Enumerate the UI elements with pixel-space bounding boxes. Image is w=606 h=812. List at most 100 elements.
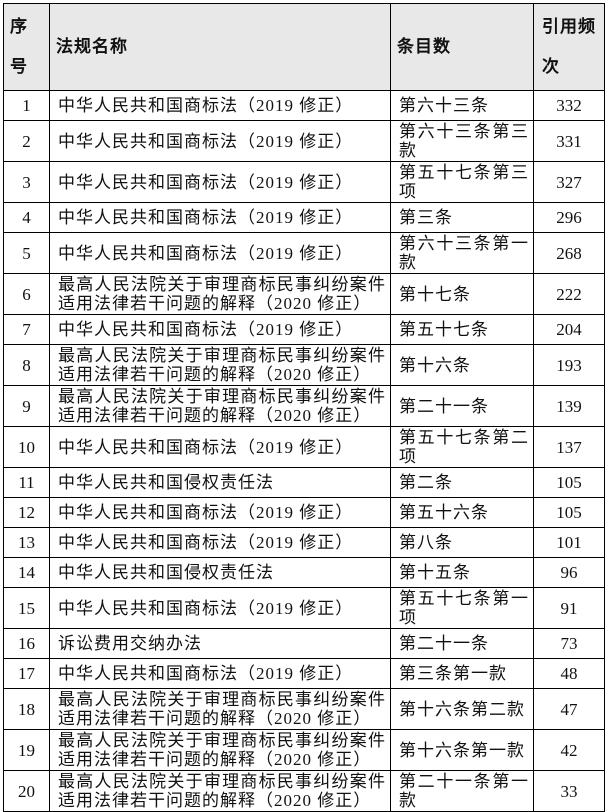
citation-count-cell: 73 — [533, 628, 605, 659]
law-name-cell: 诉讼费用交纳办法 — [49, 628, 391, 659]
table-row: 12 中华人民共和国商标法（2019 修正） 第五十六条 105 — [3, 497, 605, 528]
table-row: 15 中华人民共和国商标法（2019 修正） 第五十七条第一项 91 — [3, 587, 605, 629]
table-row: 9 最高人民法院关于审理商标民事纠纷案件适用法律若干问题的解释（2020 修正）第… — [3, 385, 605, 427]
serial-number-cell: 8 — [3, 344, 50, 386]
table-row: 14 中华人民共和国侵权责任法 第十五条 96 — [3, 557, 605, 588]
table-row: 5 中华人民共和国商标法（2019 修正） 第六十三条第一款 268 — [3, 232, 605, 274]
citation-count-cell: 137 — [533, 426, 605, 468]
article-cell: 第十五条 — [390, 557, 534, 588]
article-cell: 第六十三条 — [390, 90, 534, 121]
law-name-cell: 最高人民法院关于审理商标民事纠纷案件适用法律若干问题的解释（2020 修正） — [49, 273, 391, 315]
table-row: 3 中华人民共和国商标法（2019 修正） 第五十七条第三项 327 — [3, 161, 605, 203]
table-row: 19 最高人民法院关于审理商标民事纠纷案件适用法律若干问题的解释（2020 修正）… — [3, 729, 605, 771]
law-name-cell: 中华人民共和国商标法（2019 修正） — [49, 587, 391, 629]
table-row: 18 最高人民法院关于审理商标民事纠纷案件适用法律若干问题的解释（2020 修正）… — [3, 688, 605, 730]
serial-number-cell: 15 — [3, 587, 50, 629]
citation-count-cell: 33 — [533, 770, 605, 812]
citation-count-cell: 332 — [533, 90, 605, 121]
article-cell: 第五十七条第二项 — [390, 426, 534, 468]
article-cell: 第二十一条第一款 — [390, 770, 534, 812]
article-cell: 第八条 — [390, 527, 534, 558]
citation-count-cell: 48 — [533, 658, 605, 689]
table-row: 6 最高人民法院关于审理商标民事纠纷案件适用法律若干问题的解释（2020 修正）第… — [3, 273, 605, 315]
serial-number-cell: 17 — [3, 658, 50, 689]
law-name-cell: 中华人民共和国侵权责任法 — [49, 557, 391, 588]
serial-number-cell: 2 — [3, 120, 50, 162]
citation-count-cell: 42 — [533, 729, 605, 771]
table-row: 2 中华人民共和国商标法（2019 修正） 第六十三条第三款 331 — [3, 120, 605, 162]
article-cell: 第十六条第一款 — [390, 729, 534, 771]
law-name-cell: 中华人民共和国商标法（2019 修正） — [49, 314, 391, 345]
citation-count-cell: 47 — [533, 688, 605, 730]
law-name-cell: 最高人民法院关于审理商标民事纠纷案件适用法律若干问题的解释（2020 修正） — [49, 688, 391, 730]
citation-count-cell: 96 — [533, 557, 605, 588]
law-name-cell: 中华人民共和国商标法（2019 修正） — [49, 120, 391, 162]
table-row: 1 中华人民共和国商标法（2019 修正） 第六十三条 332 — [3, 90, 605, 121]
table-row: 13 中华人民共和国商标法（2019 修正） 第八条 101 — [3, 527, 605, 558]
article-cell: 第二条 — [390, 467, 534, 498]
table-row: 10 中华人民共和国商标法（2019 修正） 第五十七条第二项 137 — [3, 426, 605, 468]
citation-count-cell: 331 — [533, 120, 605, 162]
table-row: 11 中华人民共和国侵权责任法 第二条 105 — [3, 467, 605, 498]
table-header-row: 序号 法规名称 条目数 引用频次 — [3, 3, 605, 91]
serial-number-cell: 9 — [3, 385, 50, 427]
article-cell: 第五十七条第一项 — [390, 587, 534, 629]
serial-number-cell: 20 — [3, 770, 50, 812]
law-name-cell: 中华人民共和国商标法（2019 修正） — [49, 90, 391, 121]
citation-count-cell: 193 — [533, 344, 605, 386]
article-cell: 第三条第一款 — [390, 658, 534, 689]
serial-number-cell: 7 — [3, 314, 50, 345]
article-cell: 第十七条 — [390, 273, 534, 315]
law-name-cell: 中华人民共和国商标法（2019 修正） — [49, 161, 391, 203]
serial-number-cell: 10 — [3, 426, 50, 468]
citation-count-cell: 296 — [533, 202, 605, 233]
citation-count-cell: 91 — [533, 587, 605, 629]
serial-number-cell: 16 — [3, 628, 50, 659]
serial-number-cell: 6 — [3, 273, 50, 315]
table-row: 16 诉讼费用交纳办法 第二十一条 73 — [3, 628, 605, 659]
article-cell: 第三条 — [390, 202, 534, 233]
citation-count-cell: 268 — [533, 232, 605, 274]
table-row: 8 最高人民法院关于审理商标民事纠纷案件适用法律若干问题的解释（2020 修正）第… — [3, 344, 605, 386]
law-name-cell: 中华人民共和国商标法（2019 修正） — [49, 658, 391, 689]
law-name-cell: 中华人民共和国商标法（2019 修正） — [49, 497, 391, 528]
article-cell: 第五十六条 — [390, 497, 534, 528]
article-cell: 第二十一条 — [390, 385, 534, 427]
header-citation-count: 引用频次 — [533, 3, 605, 91]
law-name-cell: 最高人民法院关于审理商标民事纠纷案件适用法律若干问题的解释（2020 修正） — [49, 344, 391, 386]
citation-count-cell: 327 — [533, 161, 605, 203]
law-name-cell: 中华人民共和国商标法（2019 修正） — [49, 202, 391, 233]
law-name-cell: 最高人民法院关于审理商标民事纠纷案件适用法律若干问题的解释（2020 修正） — [49, 770, 391, 812]
article-cell: 第十六条 — [390, 344, 534, 386]
citation-count-cell: 222 — [533, 273, 605, 315]
serial-number-cell: 12 — [3, 497, 50, 528]
citation-count-cell: 204 — [533, 314, 605, 345]
serial-number-cell: 19 — [3, 729, 50, 771]
citation-count-cell: 101 — [533, 527, 605, 558]
law-name-cell: 最高人民法院关于审理商标民事纠纷案件适用法律若干问题的解释（2020 修正） — [49, 385, 391, 427]
table-row: 7 中华人民共和国商标法（2019 修正） 第五十七条 204 — [3, 314, 605, 345]
serial-number-cell: 13 — [3, 527, 50, 558]
article-cell: 第五十七条第三项 — [390, 161, 534, 203]
citation-count-cell: 105 — [533, 467, 605, 498]
article-cell: 第二十一条 — [390, 628, 534, 659]
table-row: 17 中华人民共和国商标法（2019 修正） 第三条第一款 48 — [3, 658, 605, 689]
article-cell: 第六十三条第三款 — [390, 120, 534, 162]
law-name-cell: 中华人民共和国商标法（2019 修正） — [49, 232, 391, 274]
serial-number-cell: 1 — [3, 90, 50, 121]
table-row: 4 中华人民共和国商标法（2019 修正） 第三条 296 — [3, 202, 605, 233]
serial-number-cell: 18 — [3, 688, 50, 730]
article-cell: 第十六条第二款 — [390, 688, 534, 730]
article-cell: 第六十三条第一款 — [390, 232, 534, 274]
serial-number-cell: 5 — [3, 232, 50, 274]
serial-number-cell: 11 — [3, 467, 50, 498]
law-name-cell: 中华人民共和国商标法（2019 修正） — [49, 426, 391, 468]
citation-count-cell: 139 — [533, 385, 605, 427]
serial-number-cell: 4 — [3, 202, 50, 233]
serial-number-cell: 3 — [3, 161, 50, 203]
header-law-name: 法规名称 — [49, 3, 391, 91]
law-citation-table: 序号 法规名称 条目数 引用频次 1 中华人民共和国商标法（2019 修正） 第六十… — [3, 3, 605, 812]
article-cell: 第五十七条 — [390, 314, 534, 345]
serial-number-cell: 14 — [3, 557, 50, 588]
law-name-cell: 中华人民共和国侵权责任法 — [49, 467, 391, 498]
